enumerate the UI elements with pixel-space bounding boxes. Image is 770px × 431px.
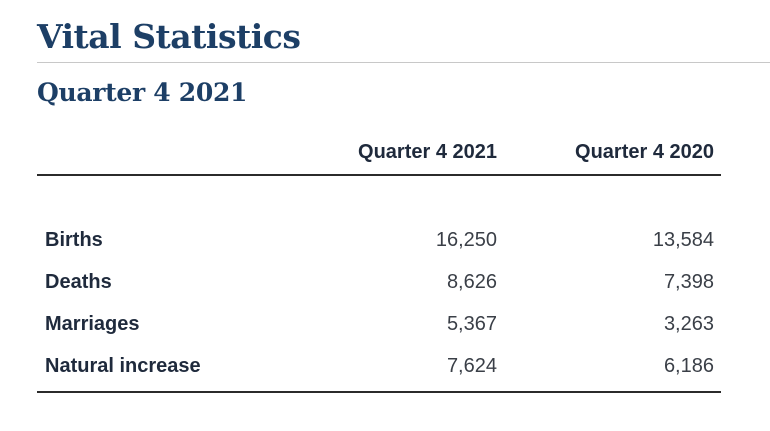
table-header-row: Quarter 4 2021 Quarter 4 2020 xyxy=(37,132,721,176)
table-bottom-rule xyxy=(37,391,721,393)
cell-q4-2020: 6,186 xyxy=(663,355,714,377)
cell-q4-2021: 7,624 xyxy=(446,355,497,377)
cell-q4-2020: 13,584 xyxy=(652,229,714,251)
cell-q4-2021: 16,250 xyxy=(435,229,497,251)
table-row-deaths: Deaths 8,626 7,398 xyxy=(37,264,721,306)
cell-q4-2021: 8,626 xyxy=(446,271,497,293)
title-divider xyxy=(37,62,770,63)
page-title: Vital Statistics xyxy=(37,17,301,56)
cell-q4-2020: 3,263 xyxy=(663,313,714,335)
column-header-q4-2020: Quarter 4 2020 xyxy=(575,141,714,163)
table-row-natural-increase: Natural increase 7,624 6,186 xyxy=(37,348,721,390)
table-row-births: Births 16,250 13,584 xyxy=(37,222,721,264)
cell-q4-2020: 7,398 xyxy=(663,271,714,293)
vital-statistics-table: Quarter 4 2021 Quarter 4 2020 Births 16,… xyxy=(37,132,721,393)
column-header-q4-2021: Quarter 4 2021 xyxy=(358,141,497,163)
table-spacer xyxy=(37,176,721,222)
row-label: Births xyxy=(45,229,103,251)
cell-q4-2021: 5,367 xyxy=(446,313,497,335)
row-label: Deaths xyxy=(45,271,112,293)
row-label: Marriages xyxy=(45,313,140,335)
row-label: Natural increase xyxy=(45,355,201,377)
table-row-marriages: Marriages 5,367 3,263 xyxy=(37,306,721,348)
page-subtitle: Quarter 4 2021 xyxy=(37,78,248,107)
